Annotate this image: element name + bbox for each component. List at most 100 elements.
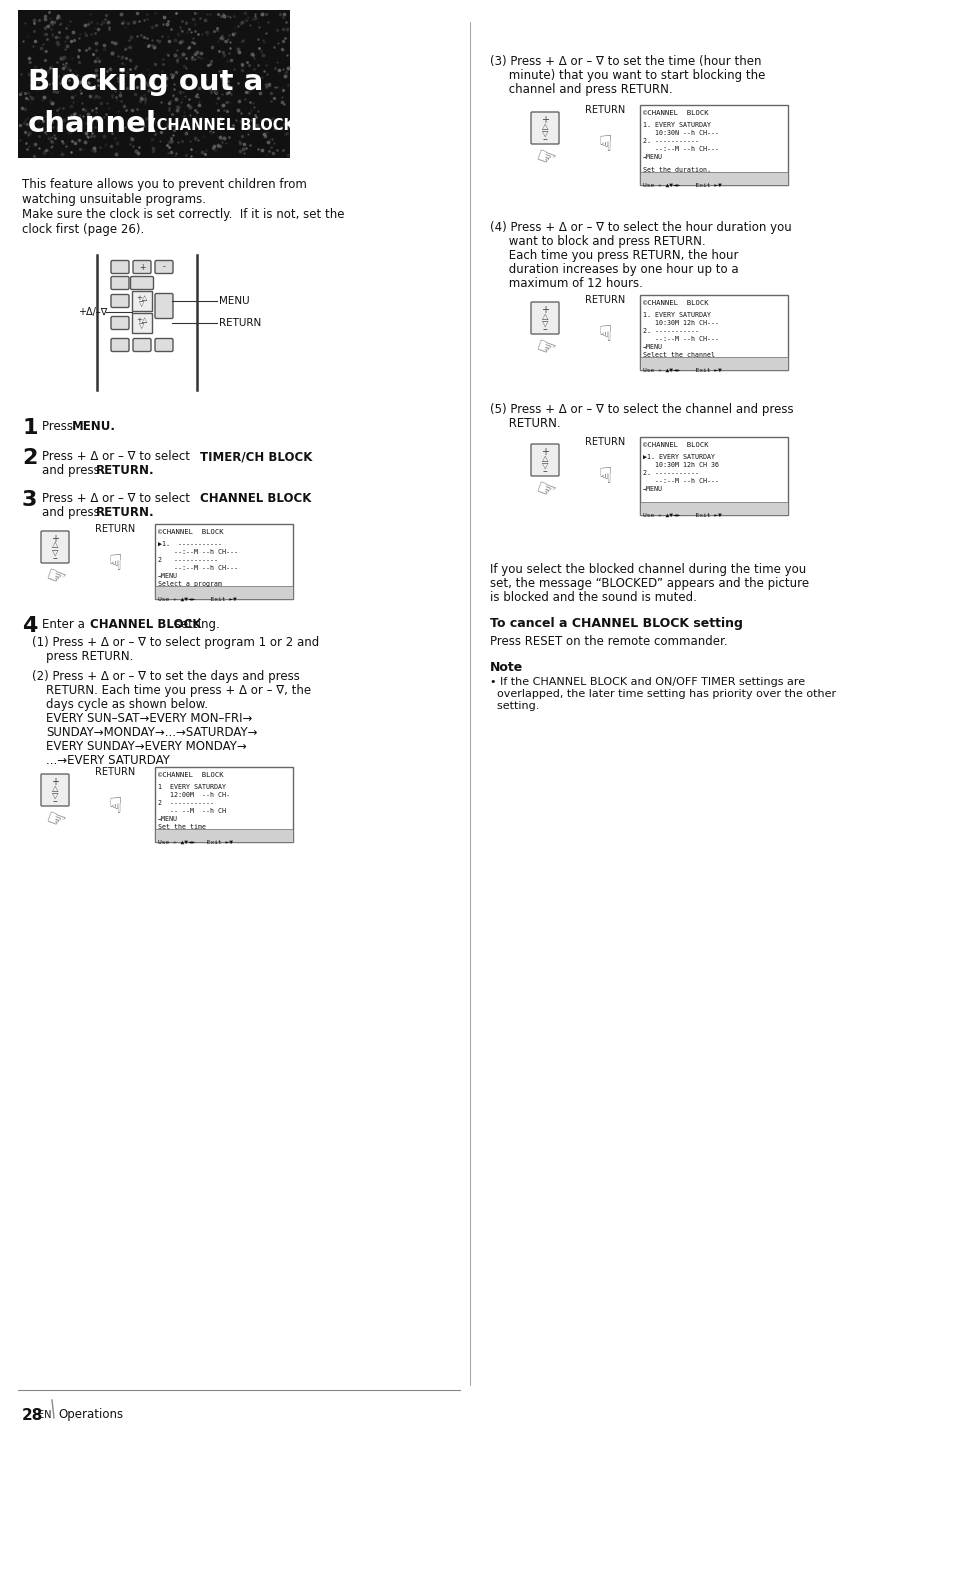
Text: TIMER/CH BLOCK: TIMER/CH BLOCK (200, 450, 312, 464)
Text: Press + Δ or – ∇ to select: Press + Δ or – ∇ to select (42, 492, 193, 505)
Text: Use ÷ ▲▼◄►   Exit ►▼: Use ÷ ▲▼◄► Exit ►▼ (158, 839, 233, 846)
Text: days cycle as shown below.: days cycle as shown below. (46, 698, 208, 711)
Text: →MENU: →MENU (158, 574, 178, 578)
Text: RETURN: RETURN (219, 318, 261, 329)
Text: ☟: ☟ (108, 553, 122, 574)
Text: Each time you press RETURN, the hour: Each time you press RETURN, the hour (490, 248, 738, 263)
Text: (CHANNEL BLOCK): (CHANNEL BLOCK) (150, 118, 301, 134)
FancyBboxPatch shape (132, 313, 152, 333)
Text: ▽: ▽ (541, 319, 548, 327)
FancyBboxPatch shape (154, 294, 172, 319)
Bar (639, 357, 787, 369)
Text: RETURN: RETURN (584, 437, 624, 446)
Text: To cancel a CHANNEL BLOCK setting: To cancel a CHANNEL BLOCK setting (490, 616, 742, 630)
Text: EVERY SUNDAY→EVERY MONDAY→: EVERY SUNDAY→EVERY MONDAY→ (46, 740, 247, 753)
Text: +: + (540, 446, 548, 457)
Text: +△: +△ (136, 318, 148, 322)
Text: –: – (542, 134, 547, 145)
FancyBboxPatch shape (111, 261, 129, 274)
Text: MENU.: MENU. (71, 420, 116, 432)
Text: ☟: ☟ (108, 797, 122, 817)
Text: RETURN: RETURN (584, 296, 624, 305)
Text: EN: EN (38, 1410, 51, 1420)
Text: 2  -----------: 2 ----------- (158, 800, 213, 806)
Text: duration increases by one hour up to a: duration increases by one hour up to a (490, 263, 738, 277)
Text: setting.: setting. (490, 701, 538, 711)
Text: +△: +△ (136, 296, 148, 300)
Text: CHANNEL BLOCK: CHANNEL BLOCK (200, 492, 311, 505)
Text: Set the time: Set the time (158, 824, 206, 830)
FancyBboxPatch shape (111, 294, 129, 308)
FancyBboxPatch shape (132, 261, 151, 274)
Text: Use ÷ ▲▼◄►    Exit ►▼: Use ÷ ▲▼◄► Exit ►▼ (158, 597, 236, 602)
Bar (154, 586, 293, 599)
Text: --:--M --h CH---: --:--M --h CH--- (642, 146, 719, 152)
Bar (154, 767, 293, 843)
Text: (5) Press + Δ or – ∇ to select the channel and press: (5) Press + Δ or – ∇ to select the chann… (490, 402, 793, 417)
Text: 1. EVERY SATURDAY: 1. EVERY SATURDAY (642, 311, 710, 318)
Text: channel and press RETURN.: channel and press RETURN. (490, 83, 672, 96)
Text: ☞: ☞ (42, 808, 68, 833)
Text: Use ÷ ▲▼◄►    Exit ►▼: Use ÷ ▲▼◄► Exit ►▼ (642, 368, 721, 373)
Text: 1. EVERY SATURDAY: 1. EVERY SATURDAY (642, 123, 710, 127)
Text: SUNDAY→MONDAY→...→SATURDAY→: SUNDAY→MONDAY→...→SATURDAY→ (46, 726, 257, 739)
Text: Set the duration.: Set the duration. (642, 167, 710, 173)
FancyBboxPatch shape (41, 531, 69, 563)
Text: setting.: setting. (171, 618, 219, 630)
Text: ☞: ☞ (532, 478, 558, 503)
Text: Press: Press (42, 420, 76, 432)
Text: △: △ (541, 121, 548, 130)
Text: △: △ (51, 541, 58, 550)
Text: and press: and press (42, 464, 103, 476)
Text: +: + (540, 115, 548, 126)
FancyBboxPatch shape (132, 338, 151, 352)
Text: clock first (page 26).: clock first (page 26). (22, 223, 144, 236)
Text: 2. -----------: 2. ----------- (642, 329, 699, 333)
Text: ▽: ▽ (51, 791, 58, 800)
Bar (639, 171, 787, 185)
Text: ▽: ▽ (51, 547, 58, 556)
Text: and press: and press (42, 506, 103, 519)
Text: Use ÷ ▲▼◄►    Exit ►▼: Use ÷ ▲▼◄► Exit ►▼ (642, 182, 721, 189)
FancyBboxPatch shape (154, 338, 172, 352)
Text: ▽: ▽ (139, 300, 145, 307)
Text: Press + Δ or – ∇ to select: Press + Δ or – ∇ to select (42, 450, 193, 464)
Text: Enter a: Enter a (42, 618, 89, 630)
Text: +: + (51, 777, 59, 788)
Text: Select a program: Select a program (158, 582, 222, 586)
Text: ©CHANNEL  BLOCK: ©CHANNEL BLOCK (642, 442, 708, 448)
Text: 1  EVERY SATURDAY: 1 EVERY SATURDAY (158, 784, 226, 791)
Text: ☟: ☟ (598, 467, 611, 487)
Text: –: – (542, 324, 547, 333)
Text: Use ÷ ▲▼◄►    Exit ►▼: Use ÷ ▲▼◄► Exit ►▼ (642, 512, 721, 519)
Text: △: △ (541, 453, 548, 462)
Text: --:--M --h CH---: --:--M --h CH--- (158, 564, 237, 571)
Text: RETURN.: RETURN. (96, 464, 154, 476)
Text: RETURN: RETURN (94, 767, 135, 777)
Text: EVERY SUN–SAT→EVERY MON–FRI→: EVERY SUN–SAT→EVERY MON–FRI→ (46, 712, 253, 725)
Text: △: △ (541, 311, 548, 321)
Text: ☞: ☞ (42, 566, 68, 591)
Text: Operations: Operations (58, 1409, 123, 1421)
Text: ☟: ☟ (598, 135, 611, 156)
Text: set, the message “BLOCKED” appears and the picture: set, the message “BLOCKED” appears and t… (490, 577, 808, 590)
FancyBboxPatch shape (154, 261, 172, 274)
Text: 2. -----------: 2. ----------- (642, 470, 699, 476)
Text: --:--M --h CH---: --:--M --h CH--- (642, 336, 719, 343)
Text: -: - (162, 263, 165, 272)
Text: Make sure the clock is set correctly.  If it is not, set the: Make sure the clock is set correctly. If… (22, 208, 344, 222)
Text: Press RESET on the remote commander.: Press RESET on the remote commander. (490, 635, 727, 648)
Text: --:--M --h CH---: --:--M --h CH--- (158, 549, 237, 555)
Bar (639, 501, 787, 516)
Text: 3: 3 (22, 490, 37, 509)
Text: △: △ (51, 783, 58, 792)
FancyBboxPatch shape (111, 338, 129, 352)
Text: channel: channel (28, 110, 157, 138)
Text: --:--M --h CH---: --:--M --h CH--- (642, 478, 719, 484)
Text: –: – (542, 465, 547, 476)
Text: →MENU: →MENU (642, 486, 662, 492)
Text: ▽: ▽ (541, 129, 548, 137)
Text: ☞: ☞ (532, 336, 558, 362)
Text: +: + (139, 263, 145, 272)
Text: ©CHANNEL  BLOCK: ©CHANNEL BLOCK (642, 300, 708, 307)
